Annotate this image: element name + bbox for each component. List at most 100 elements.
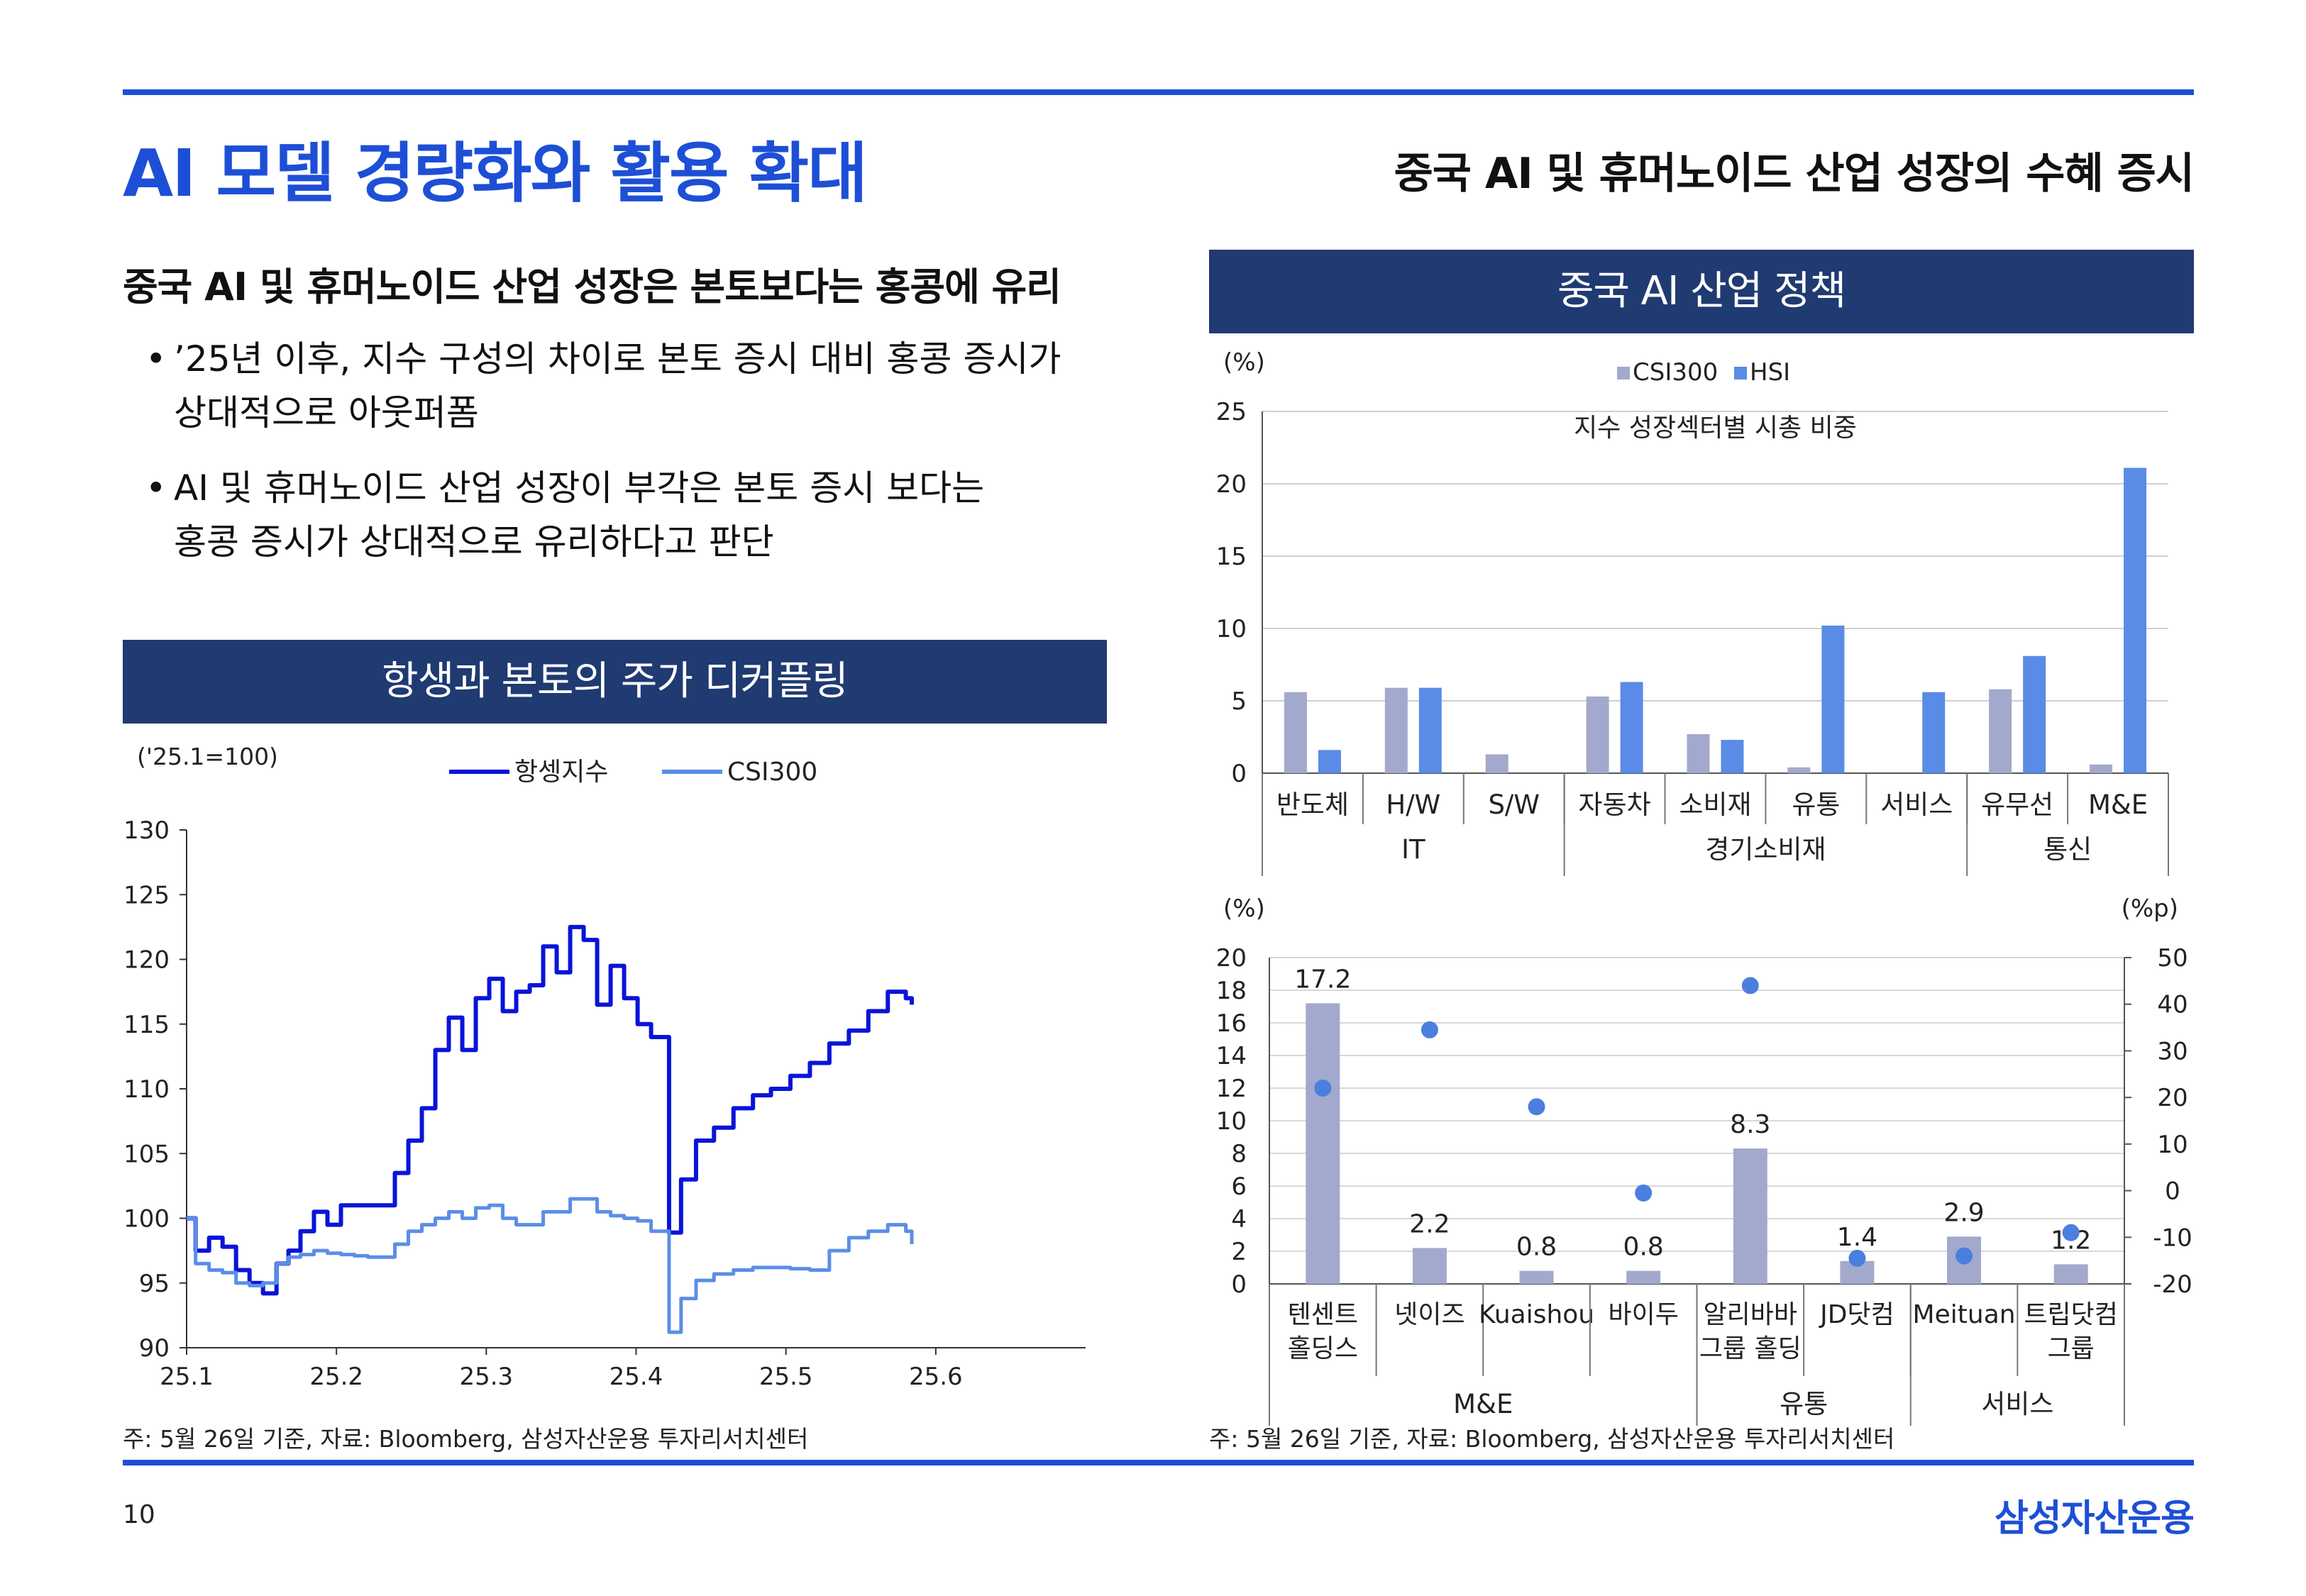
bullet-2-line2: 홍콩 증시가 상대적으로 유리하다고 판단 — [174, 521, 774, 563]
y-tick-label: 25 — [1216, 398, 1247, 426]
bar-hsi — [2023, 655, 2046, 773]
dot-marker — [2062, 1224, 2080, 1241]
bullet-2-line1: AI 및 휴머노이드 산업 성장이 부각은 본토 증시 보다는 — [174, 467, 985, 509]
category-label: 그룹 — [2048, 1334, 2095, 1363]
page-subtitle: 중국 AI 및 휴머노이드 산업 성장의 수혜 증시 — [1394, 149, 2195, 199]
bar-hsi — [1620, 682, 1643, 773]
group-label: 통신 — [2043, 834, 2092, 865]
bar-csi300 — [2090, 764, 2113, 773]
y-tick-label: 10 — [1216, 1107, 1247, 1136]
unit-label: (%) — [1223, 348, 1265, 377]
y-tick-label: 5 — [1231, 687, 1247, 716]
bullet-mark: • — [145, 338, 167, 379]
series-line-csi300 — [187, 1197, 914, 1334]
group-label: 서비스 — [1981, 1389, 2053, 1419]
y2-tick-label: 40 — [2157, 991, 2188, 1019]
category-label: S/W — [1488, 789, 1540, 820]
bar-csi300 — [1586, 696, 1609, 773]
category-label: 알리바바 — [1704, 1300, 1797, 1329]
dot-marker — [1955, 1247, 1973, 1265]
bar-data-label: 8.3 — [1730, 1110, 1770, 1139]
category-label: H/W — [1386, 789, 1440, 820]
bar-csi300 — [1687, 733, 1710, 773]
group-label: IT — [1401, 834, 1425, 865]
y-tick-label: 105 — [123, 1140, 170, 1168]
legend-swatch-hsi — [1734, 367, 1747, 379]
legend-label-hsi: HSI — [1750, 358, 1790, 387]
y-tick-label: 20 — [1216, 470, 1247, 499]
y-tick-label: 10 — [1216, 615, 1247, 643]
y2-tick-label: 30 — [2157, 1037, 2188, 1065]
category-label: 유통 — [1792, 789, 1840, 820]
y-tick-label: 95 — [139, 1270, 170, 1298]
bottom-rule — [123, 1460, 2194, 1465]
category-label: Meituan — [1913, 1300, 2016, 1329]
bar-hsi — [1318, 750, 1341, 773]
y2-tick-label: 0 — [2165, 1177, 2180, 1206]
x-tick-label: 25.4 — [609, 1363, 663, 1391]
bar — [1306, 1003, 1340, 1284]
unit-label: ('25.1=100) — [137, 743, 278, 770]
x-tick-label: 25.2 — [309, 1363, 363, 1391]
unit-label-left: (%) — [1223, 894, 1265, 923]
decoupling-chart-banner: 항생과 본토의 주가 디커플링 — [123, 640, 1107, 724]
legend-label-hsi: 항셍지수 — [514, 758, 608, 787]
decoupling-line-chart: ('25.1=100) 항셍지수 CSI300 90 95 100 105 110 115 120… — [123, 743, 1086, 1391]
bullet-2: • AI 및 휴머노이드 산업 성장이 부각은 본토 증시 보다는 홍콩 증시가 … — [145, 461, 984, 569]
category-label: 서비스 — [1880, 789, 1953, 820]
category-label: 트립닷컴 — [2024, 1300, 2117, 1329]
bar-data-label: 0.8 — [1623, 1233, 1664, 1262]
x-tick-label: 25.5 — [759, 1363, 813, 1391]
category-label: 반도체 — [1276, 789, 1349, 820]
y-tick-label: 120 — [123, 946, 170, 975]
bar-hsi — [2124, 467, 2147, 773]
y-tick-label: 8 — [1231, 1140, 1247, 1168]
y-tick-label: 16 — [1216, 1009, 1247, 1038]
category-label: 유무선 — [1981, 789, 2053, 820]
company-weight-bar-chart: (%) (%p) 0 2 4 6 8 10 12 14 16 18 20 -20 -10 0 10 20 30 40 5… — [1216, 894, 2192, 1426]
dot-marker — [1635, 1184, 1653, 1202]
y-tick-label: 130 — [123, 816, 170, 845]
y-tick-label: 2 — [1231, 1238, 1247, 1266]
bar-hsi — [1721, 740, 1744, 773]
y2-tick-label: 10 — [2157, 1131, 2188, 1159]
category-label: 바이두 — [1609, 1300, 1679, 1329]
dot-marker — [1314, 1080, 1332, 1097]
series-line-hsi — [187, 924, 915, 1296]
category-label: 텐센트 — [1288, 1300, 1358, 1329]
bar-csi300 — [1284, 692, 1307, 773]
brand-logo: 삼성자산운용 — [1994, 1497, 2195, 1540]
bar-data-label: 2.9 — [1943, 1198, 1984, 1227]
x-tick-label: 25.1 — [160, 1363, 214, 1391]
y-tick-label: 110 — [123, 1075, 170, 1104]
y-tick-label: 18 — [1216, 977, 1247, 1005]
bar-hsi — [1821, 625, 1845, 773]
y2-tick-label: 20 — [2157, 1084, 2188, 1112]
dot-marker — [1741, 977, 1759, 994]
page-number: 10 — [123, 1500, 155, 1529]
chart-title: 지수 성장섹터별 시총 비중 — [1574, 414, 1857, 443]
y2-tick-label: -20 — [2153, 1270, 2192, 1299]
policy-banner: 중국 AI 산업 정책 — [1209, 250, 2194, 333]
y-tick-label: 115 — [123, 1011, 170, 1039]
bullet-1-line2: 상대적으로 아웃퍼폼 — [174, 392, 479, 433]
bar — [1626, 1270, 1661, 1284]
y-tick-label: 6 — [1231, 1173, 1247, 1201]
left-headline: 중국 AI 및 휴머노이드 산업 성장은 본토보다는 홍콩에 유리 — [123, 265, 1061, 309]
legend-swatch-csi300 — [1617, 367, 1630, 379]
legend-label-csi300: CSI300 — [727, 758, 817, 787]
dot-marker — [1420, 1021, 1438, 1038]
bar-data-label: 17.2 — [1294, 965, 1351, 994]
y2-tick-label: -10 — [2153, 1224, 2192, 1252]
bar — [1519, 1270, 1554, 1284]
page-title: AI 모델 경량화와 활용 확대 — [123, 135, 868, 211]
y-tick-label: 15 — [1216, 543, 1247, 571]
bar-hsi — [1418, 687, 1442, 773]
group-label: M&E — [1453, 1389, 1513, 1419]
bar-csi300 — [1485, 754, 1508, 773]
y-tick-label: 125 — [123, 881, 170, 909]
category-label: 그룹 홀딩 — [1699, 1334, 1802, 1363]
category-label: JD닷컴 — [1819, 1300, 1894, 1329]
category-label: 자동차 — [1579, 789, 1651, 820]
